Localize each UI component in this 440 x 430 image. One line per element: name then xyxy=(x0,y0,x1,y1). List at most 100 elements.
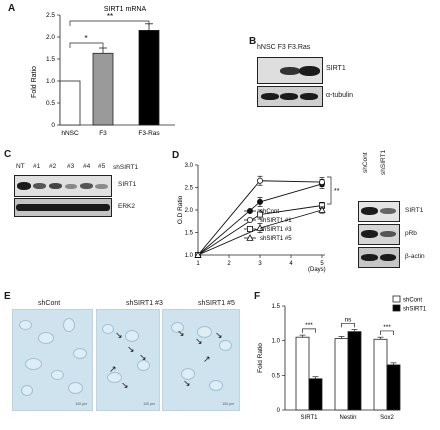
panel-e-title-2: shSIRT1 #3 xyxy=(126,300,163,307)
panel-d-row-actin: β-actin xyxy=(405,253,425,260)
panel-f-legend-label: shCont xyxy=(403,298,422,304)
panel-c-row-sirt1: SIRT1 xyxy=(118,181,137,188)
panel-f-legend-label: shSIRT1 xyxy=(403,307,427,313)
panel-a-chart: SIRT1 mRNA 0 0.5 1.0 1.5 2.0 2.5 hNSC F3 F3-Ras… xyxy=(31,6,175,137)
panel-d-xlabel: (Days) xyxy=(308,267,326,273)
panel-d-blot-prb xyxy=(358,224,400,245)
panel-f-xtick-label: Sox2 xyxy=(380,415,394,421)
micrograph-shsirt1-5: ↘ ↘ ↘ ↗ ↘ 100 μm xyxy=(162,309,240,411)
panel-d-ylabel: O.D Ratio xyxy=(177,195,184,224)
panel-d-row-prb: pRb xyxy=(405,230,417,237)
panel-a-bar-f3 xyxy=(92,52,114,126)
panel-c-lane-5: #5 xyxy=(98,163,106,170)
panel-b-band-f3 xyxy=(280,67,300,75)
panel-f-legend-swatch xyxy=(392,295,401,303)
panel-d-point xyxy=(257,198,264,205)
micrograph-shcont: 100 μm xyxy=(12,309,93,411)
panel-f-bar-nestin-1 xyxy=(347,331,362,411)
panel-a-xtick-label: F3 xyxy=(99,130,107,137)
panel-a-ylabel: Fold Ratio xyxy=(31,66,38,98)
panel-a-bracket-dstar xyxy=(69,20,150,26)
panel-a-bar-hnsc xyxy=(59,80,81,126)
panel-d-ytick-label: 1.5 xyxy=(185,231,194,237)
arrow-marker: ↘ xyxy=(121,380,129,390)
panel-f-bar-sox2-0 xyxy=(373,338,388,411)
panel-d-legend-label: shCont xyxy=(260,209,279,215)
panel-b-band-f3ras xyxy=(299,66,320,76)
panel-b-blot-tubulin xyxy=(257,86,323,107)
panel-f-ylabel: Fold Ratio xyxy=(257,343,264,373)
panel-d-xtick-label: 2 xyxy=(227,261,231,267)
panel-d-legend-marker xyxy=(247,226,254,233)
panel-d-point xyxy=(194,251,202,258)
panel-b-tub-band-2 xyxy=(280,93,298,100)
panel-f-bracket xyxy=(341,322,355,328)
panel-f-legend-swatch xyxy=(392,304,401,312)
panel-f-ytick-label: 1.0 xyxy=(272,339,281,345)
panel-d-point xyxy=(318,179,325,186)
panel-d-ytick-label: 2.5 xyxy=(185,186,194,192)
arrow-marker: ↗ xyxy=(109,364,117,374)
panel-a-xtick-label: F3-Ras xyxy=(138,130,160,137)
panel-f-xtick-label: SIRT1 xyxy=(301,415,319,421)
panel-b-tub-band-1 xyxy=(261,93,279,100)
panel-c-lane-1: #1 xyxy=(33,163,41,170)
panel-c-group-label: shSIRT1 xyxy=(113,164,139,171)
panel-d-bracket xyxy=(327,176,332,205)
panel-e-title-1: shCont xyxy=(38,300,61,307)
panel-f-ytick-label: 1.5 xyxy=(272,304,281,310)
panel-f-sig: *** xyxy=(383,324,391,331)
arrow-marker: ↘ xyxy=(127,344,135,354)
panel-d-point xyxy=(318,206,326,213)
panel-d-xtick-label: 5 xyxy=(320,261,324,267)
panel-a-ytick-label: 0.5 xyxy=(46,100,55,107)
panel-d-xtick-label: 1 xyxy=(196,261,200,267)
panel-d-ytick-label: 2.0 xyxy=(185,208,194,214)
arrow-marker: ↘ xyxy=(177,328,185,338)
panel-d-lane-shsirt1: shSIRT1 xyxy=(380,149,387,175)
panel-a-ytick-label: 0 xyxy=(51,122,55,129)
arrow-marker: ↘ xyxy=(115,330,123,340)
panel-d-sig: ** xyxy=(334,188,340,195)
scale-bar-3: 100 μm xyxy=(222,402,234,406)
panel-d-label: D xyxy=(172,150,180,161)
panel-d-point xyxy=(257,177,264,184)
panel-d-legend-label: shSIRT1 #5 xyxy=(260,236,292,242)
panel-c-blot-erk2 xyxy=(14,198,112,217)
panel-a-bracket-star xyxy=(69,42,104,48)
panel-c-lane-4: #4 xyxy=(83,163,91,170)
panel-c-band-nt xyxy=(17,182,31,190)
arrow-marker: ↘ xyxy=(195,336,203,346)
micrograph-shsirt1-3: ↘ ↘ ↘ ↗ ↘ 100 μm xyxy=(96,309,160,411)
panel-f-sig: ns xyxy=(345,316,353,323)
panel-a-sig-dstar: ** xyxy=(107,12,113,21)
panel-d-xtick-label: 4 xyxy=(289,261,293,267)
panel-a-ytick-label: 1.0 xyxy=(46,78,55,85)
scale-bar-2: 100 μm xyxy=(143,402,155,406)
panel-c-row-erk2: ERK2 xyxy=(118,203,135,210)
panel-d-row-sirt1: SIRT1 xyxy=(405,207,424,214)
panel-d-point xyxy=(257,211,264,218)
panel-f-label: F xyxy=(254,291,261,302)
scale-bar-1: 100 μm xyxy=(75,402,87,406)
panel-f-chart: 0 0.5 1.0 1.5 *** SIRT1 ns Nestin *** Sox2 Fold … xyxy=(257,295,427,421)
arrow-marker: ↘ xyxy=(139,352,147,362)
panel-d-legend-marker xyxy=(247,208,254,215)
panel-d-legend-label: shSIRT1 #1 xyxy=(260,218,292,224)
panel-f-bar-sox2-1 xyxy=(386,364,401,411)
panel-d-legend-marker xyxy=(246,234,254,241)
panel-f-bracket xyxy=(380,330,394,335)
panel-b-blot-sirt1 xyxy=(257,57,323,84)
panel-b-row-tubulin: α-tubulin xyxy=(326,92,354,99)
panel-d-blot-actin xyxy=(358,247,400,268)
panel-c-blot-sirt1 xyxy=(14,175,112,197)
panel-a-sig-star: * xyxy=(84,34,87,43)
panel-a-bar-f3-ras xyxy=(138,29,160,126)
panel-c-lane-3: #3 xyxy=(67,163,75,170)
panel-d-legend-marker xyxy=(247,217,254,224)
panel-a-title: SIRT1 mRNA xyxy=(104,6,147,13)
panel-d-ytick-label: 3.0 xyxy=(185,163,194,169)
panel-f-xtick-label: Nestin xyxy=(339,415,356,421)
panel-f-sig: *** xyxy=(305,322,313,329)
panel-c-label: C xyxy=(4,149,12,160)
